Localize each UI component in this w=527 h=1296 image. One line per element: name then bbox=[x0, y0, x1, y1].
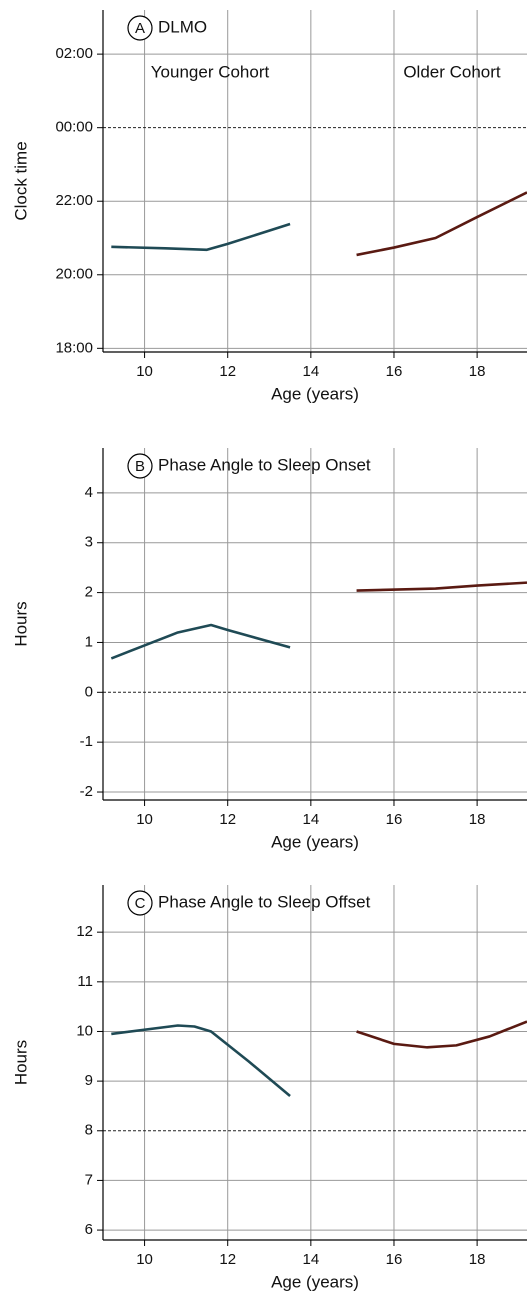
x-tick-label: 10 bbox=[136, 1251, 153, 1268]
x-tick-label: 12 bbox=[219, 811, 236, 828]
panel-badge bbox=[127, 453, 153, 479]
trend-line bbox=[110, 623, 291, 660]
x-tick-label: 10 bbox=[136, 363, 153, 380]
y-axis-label: Hours bbox=[11, 601, 30, 646]
x-axis-label: Age (years) bbox=[271, 384, 359, 403]
x-tick-label: 14 bbox=[302, 363, 319, 380]
cohort-label: Younger Cohort bbox=[151, 62, 270, 81]
y-tick-label: 3 bbox=[85, 534, 93, 551]
y-tick-label: -1 bbox=[80, 733, 93, 750]
y-tick-label: -2 bbox=[80, 783, 93, 800]
y-axis-label: Clock time bbox=[11, 141, 30, 220]
y-tick-label: 6 bbox=[85, 1221, 93, 1238]
panel-title: DLMO bbox=[158, 17, 207, 36]
panel-letter: B bbox=[135, 458, 145, 475]
y-tick-label: 12 bbox=[76, 923, 93, 940]
x-tick-label: 18 bbox=[469, 363, 486, 380]
y-tick-label: 02:00 bbox=[55, 45, 93, 62]
trend-line bbox=[111, 1024, 291, 1098]
y-tick-label: 2 bbox=[85, 584, 93, 601]
x-tick-label: 14 bbox=[302, 811, 319, 828]
x-axis-label: Age (years) bbox=[271, 832, 359, 851]
trend-line bbox=[356, 1020, 527, 1049]
y-tick-label: 11 bbox=[77, 973, 93, 990]
panel-title: Phase Angle to Sleep Offset bbox=[158, 892, 371, 911]
x-tick-label: 14 bbox=[302, 1251, 319, 1268]
x-tick-label: 16 bbox=[386, 1251, 403, 1268]
y-tick-label: 1 bbox=[85, 633, 93, 650]
y-tick-label: 8 bbox=[85, 1122, 93, 1139]
y-tick-label: 9 bbox=[85, 1072, 93, 1089]
trend-line bbox=[356, 191, 527, 257]
y-tick-label: 0 bbox=[85, 683, 93, 700]
x-tick-label: 12 bbox=[219, 363, 236, 380]
panel-badge bbox=[127, 15, 153, 41]
y-tick-label: 4 bbox=[85, 484, 93, 501]
x-tick-label: 12 bbox=[219, 1251, 236, 1268]
y-tick-label: 18:00 bbox=[55, 339, 93, 356]
cohort-label: Older Cohort bbox=[403, 62, 501, 81]
x-tick-label: 18 bbox=[469, 1251, 486, 1268]
x-tick-label: 10 bbox=[136, 811, 153, 828]
trend-line bbox=[111, 222, 291, 252]
y-tick-label: 00:00 bbox=[55, 119, 93, 136]
y-tick-label: 22:00 bbox=[55, 192, 93, 209]
panel-title: Phase Angle to Sleep Onset bbox=[158, 455, 371, 474]
x-tick-label: 16 bbox=[386, 811, 403, 828]
panel-letter: C bbox=[135, 895, 146, 912]
y-tick-label: 7 bbox=[85, 1171, 93, 1188]
x-tick-label: 16 bbox=[386, 363, 403, 380]
x-axis-label: Age (years) bbox=[271, 1272, 359, 1291]
panel-letter: A bbox=[135, 20, 145, 37]
y-axis-label: Hours bbox=[11, 1040, 30, 1085]
trend-line bbox=[356, 581, 527, 592]
panel-badge bbox=[127, 890, 153, 916]
y-tick-label: 10 bbox=[76, 1022, 93, 1039]
x-tick-label: 18 bbox=[469, 811, 486, 828]
y-tick-label: 20:00 bbox=[55, 266, 93, 283]
